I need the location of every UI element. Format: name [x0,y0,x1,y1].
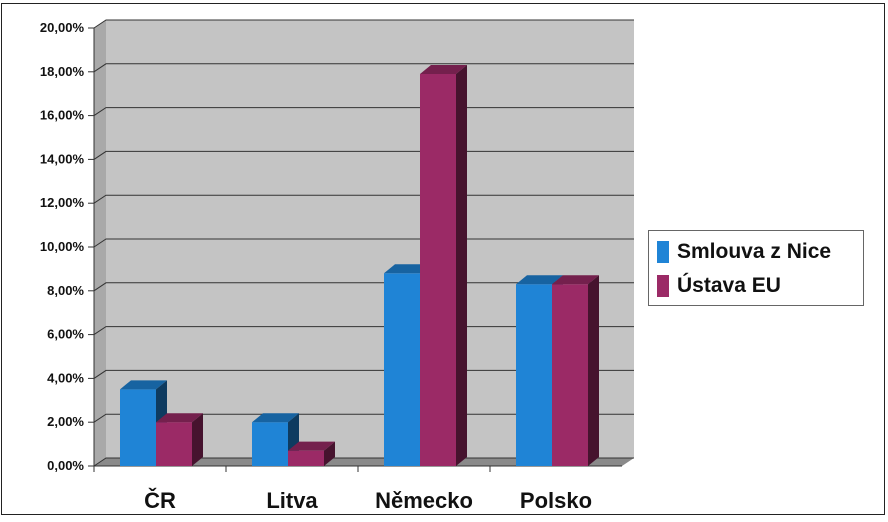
bar-side [192,413,203,466]
bar [516,284,552,466]
y-tick-label: 8,00% [47,283,84,298]
y-tick-label: 2,00% [47,414,84,429]
gridline [93,19,634,29]
y-tick-label: 6,00% [47,327,84,342]
x-category-label: Litva [266,488,318,513]
bar-top [516,275,563,285]
legend-label-series-2: Ústava EU [677,274,781,297]
legend-label-series-1: Smlouva z Nice [677,240,832,263]
y-tick-label: 18,00% [40,64,85,79]
bar-top [552,275,599,285]
bar [384,273,420,466]
bar-side [588,275,599,466]
bar-top [288,441,335,451]
y-tick-label: 4,00% [47,370,84,385]
bar-top [252,413,299,423]
y-tick-label: 12,00% [40,195,85,210]
legend-swatch-series-2 [657,275,669,297]
bar-top [156,413,203,423]
plot-floor [94,458,634,466]
x-category-label: Německo [375,488,473,513]
bar [252,422,288,466]
legend-item-series-1: Smlouva z Nice [657,237,831,267]
x-category-label: Polsko [520,488,592,513]
gridline [93,63,634,73]
legend-item-series-2: Ústava EU [657,271,781,301]
bar [420,73,456,467]
bar-top [120,380,167,390]
bar [120,389,156,466]
bar [552,284,588,466]
legend-swatch-series-1 [657,241,669,263]
legend: Smlouva z Nice Ústava EU [648,230,864,306]
bar-chart: 0,00% 2,00% 4,00% 6,00% 8,00% 10,00% 12,00% 14,… [40,19,634,513]
y-tick-label: 16,00% [40,108,85,123]
y-tick-label: 20,00% [40,20,85,35]
bar-top [420,64,467,74]
y-tick-label: 10,00% [40,239,85,254]
bar [288,450,324,466]
bar-side [456,64,467,467]
x-category-label: ČR [144,488,176,513]
bar-side [324,441,335,466]
bar-top [384,264,431,274]
y-tick-label: 0,00% [47,458,84,473]
bar [156,422,192,466]
chart-frame: 0,00% 2,00% 4,00% 6,00% 8,00% 10,00% 12,00% 14,… [1,3,885,515]
y-tick-label: 14,00% [40,151,85,166]
